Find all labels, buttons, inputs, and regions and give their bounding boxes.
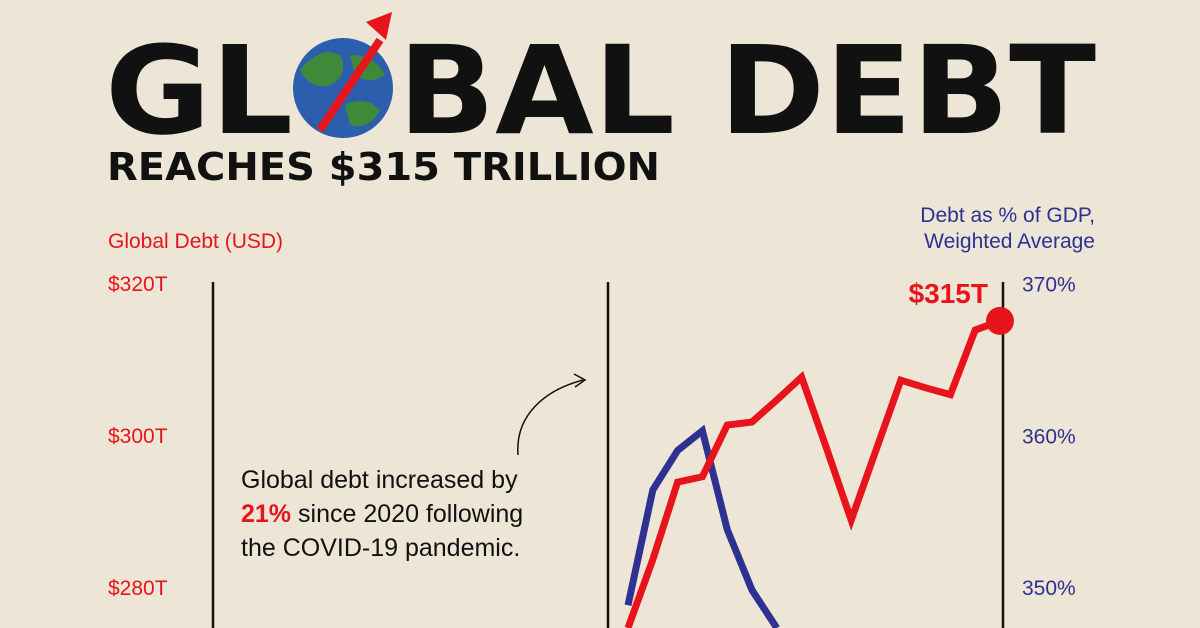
value-label: $315T bbox=[909, 278, 988, 309]
annotation: since 2020 following bbox=[298, 500, 523, 528]
globe-icon bbox=[293, 12, 393, 138]
annotation: the COVID-19 pandemic. bbox=[241, 534, 520, 562]
annotation-arrow bbox=[517, 379, 584, 456]
subtitle: REACHES $315 TRILLION bbox=[107, 145, 660, 189]
y-tick-label: $320T bbox=[108, 273, 168, 296]
y2-axis-label: Weighted Average bbox=[924, 230, 1095, 253]
y-tick-label: $280T bbox=[108, 577, 168, 600]
series-line bbox=[624, 424, 780, 628]
dividers bbox=[211, 282, 1005, 628]
annotation: Global debt increased by bbox=[241, 466, 518, 494]
y2-tick-label: 370% bbox=[1022, 274, 1076, 297]
annotation: 21% since 2020 following bbox=[241, 500, 523, 528]
title-left: GL bbox=[105, 20, 293, 162]
end-point bbox=[986, 306, 1014, 335]
series-line bbox=[624, 317, 1002, 628]
annotation-highlight: 21% bbox=[241, 500, 291, 528]
y2-tick-label: 350% bbox=[1022, 577, 1076, 600]
y2-tick-label: 360% bbox=[1022, 425, 1076, 448]
y-axis-label: Global Debt (USD) bbox=[108, 230, 283, 253]
y2-axis-label: Debt as % of GDP, bbox=[920, 204, 1095, 227]
annotation-arrowhead bbox=[573, 373, 587, 388]
y-tick-label: $300T bbox=[108, 425, 168, 448]
title-right: BAL DEBT bbox=[398, 20, 1096, 162]
